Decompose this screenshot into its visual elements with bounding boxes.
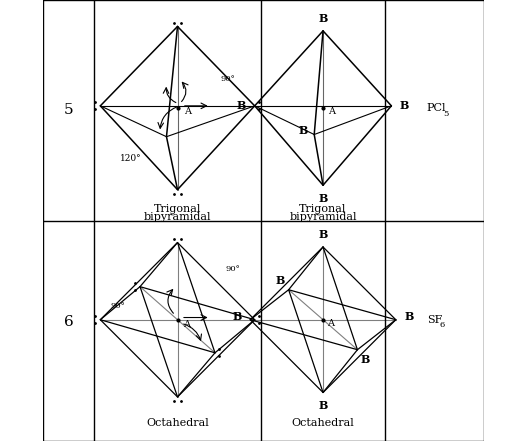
Text: B: B: [298, 126, 308, 136]
Text: A: A: [183, 320, 190, 329]
Text: B: B: [360, 354, 370, 365]
Text: SF: SF: [427, 315, 442, 325]
Text: B: B: [400, 101, 409, 111]
Text: PCl: PCl: [427, 103, 446, 113]
Text: 90°: 90°: [221, 75, 236, 83]
Text: Trigonal: Trigonal: [299, 205, 347, 214]
Text: 90°: 90°: [225, 265, 240, 273]
Text: 5: 5: [64, 103, 73, 117]
Text: 6: 6: [64, 315, 73, 329]
Text: A: A: [327, 319, 335, 328]
Text: B: B: [237, 101, 246, 111]
Text: 6: 6: [439, 321, 444, 329]
Text: B: B: [318, 193, 328, 204]
Text: B: B: [232, 311, 242, 321]
Text: Octahedral: Octahedral: [291, 419, 355, 428]
Text: Octahedral: Octahedral: [146, 419, 209, 428]
Text: B: B: [318, 13, 328, 24]
Text: B: B: [404, 311, 414, 321]
Text: B: B: [276, 275, 286, 285]
Text: Trigonal: Trigonal: [154, 205, 201, 214]
Text: A: A: [184, 107, 191, 116]
Text: A: A: [328, 107, 335, 116]
Text: bipyramidal: bipyramidal: [289, 213, 357, 222]
Text: bipyramidal: bipyramidal: [144, 213, 211, 222]
Text: B: B: [318, 400, 328, 411]
Text: 5: 5: [443, 110, 449, 118]
Text: 90°: 90°: [111, 303, 125, 310]
Text: 120°: 120°: [120, 154, 142, 163]
Text: B: B: [318, 229, 328, 240]
